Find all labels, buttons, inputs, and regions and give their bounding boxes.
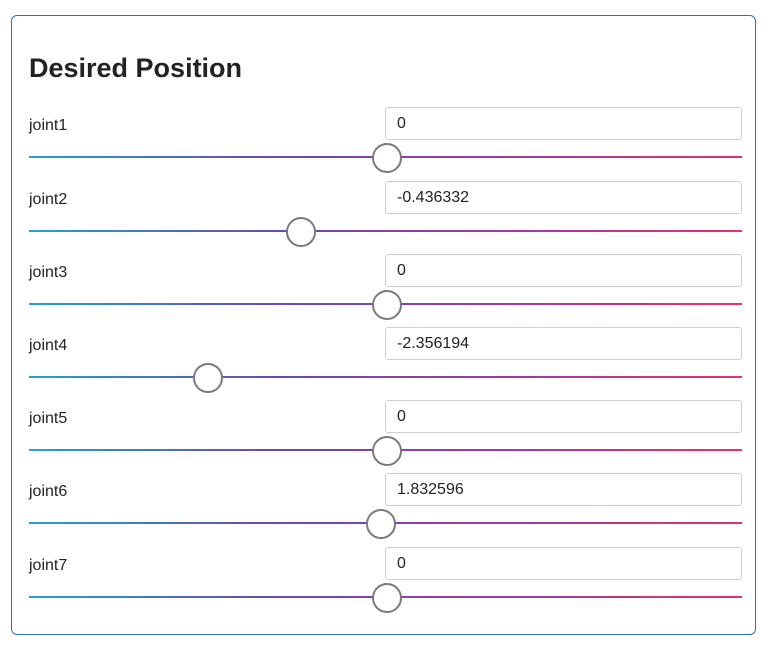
joint-label: joint6: [29, 483, 68, 500]
joint-row-2: joint2: [29, 181, 742, 253]
joint-row-7: joint7: [29, 547, 742, 619]
joint2-value-input[interactable]: [385, 181, 742, 214]
panel-title: Desired Position: [29, 53, 243, 83]
joint-row-3: joint3: [29, 254, 742, 326]
joint-row-1: joint1: [29, 107, 742, 179]
joint-label: joint3: [29, 264, 68, 281]
joint-label: joint1: [29, 117, 68, 134]
joint-row-4: joint4: [29, 327, 742, 399]
joint-row-5: joint5: [29, 400, 742, 472]
joint-label: joint2: [29, 191, 68, 208]
joint6-value-input[interactable]: [385, 473, 742, 506]
joint6-slider[interactable]: [29, 509, 742, 539]
joint3-value-input[interactable]: [385, 254, 742, 287]
slider-track: [29, 376, 742, 378]
joint-row-6: joint6: [29, 473, 742, 545]
joint7-slider[interactable]: [29, 583, 742, 613]
joint7-value-input[interactable]: [385, 547, 742, 580]
joint2-slider[interactable]: [29, 217, 742, 247]
joint3-slider[interactable]: [29, 290, 742, 320]
joint4-slider[interactable]: [29, 363, 742, 393]
joint5-slider[interactable]: [29, 436, 742, 466]
joint-label: joint4: [29, 337, 68, 354]
joint1-value-input[interactable]: [385, 107, 742, 140]
slider-thumb[interactable]: [193, 363, 224, 393]
joint1-slider[interactable]: [29, 143, 742, 173]
slider-thumb[interactable]: [371, 436, 402, 466]
joint4-value-input[interactable]: [385, 327, 742, 360]
slider-thumb[interactable]: [371, 290, 402, 320]
slider-thumb[interactable]: [371, 143, 402, 173]
slider-thumb[interactable]: [365, 509, 396, 539]
slider-track: [29, 230, 742, 232]
joint-label: joint7: [29, 557, 68, 574]
slider-thumb[interactable]: [285, 217, 316, 247]
joint-label: joint5: [29, 410, 68, 427]
joint5-value-input[interactable]: [385, 400, 742, 433]
slider-thumb[interactable]: [371, 583, 402, 613]
desired-position-panel: Desired Position joint1 joint2 joint3 jo…: [11, 15, 756, 635]
